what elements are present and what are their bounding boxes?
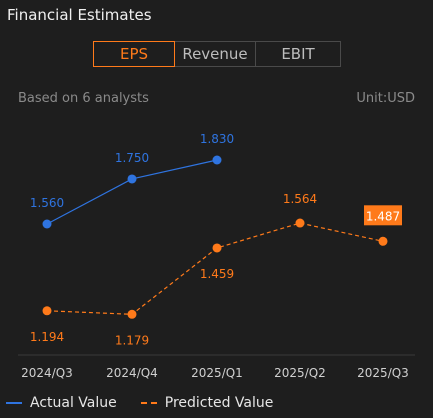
chart-legend: Actual Value Predicted Value	[0, 392, 273, 414]
tab-eps[interactable]: EPS	[93, 41, 175, 67]
x-tick-label: 2024/Q3	[21, 366, 73, 380]
data-label: 1.564	[283, 192, 317, 206]
data-label: 1.560	[30, 196, 64, 210]
predicted-point	[212, 243, 222, 253]
legend-actual-swatch	[6, 402, 22, 404]
legend-actual: Actual Value	[0, 395, 117, 411]
actual-point	[212, 155, 222, 165]
tab-ebit[interactable]: EBIT	[255, 41, 341, 67]
data-label: 1.179	[115, 333, 149, 347]
predicted-point	[378, 236, 388, 246]
data-label: 1.750	[115, 151, 149, 165]
legend-actual-label: Actual Value	[30, 395, 117, 411]
predicted-point	[295, 218, 305, 228]
predicted-point	[127, 309, 137, 319]
x-tick-label: 2025/Q2	[274, 366, 326, 380]
data-label: 1.194	[30, 330, 64, 344]
actual-point	[127, 174, 137, 184]
data-label: 1.459	[200, 267, 234, 281]
predicted-point	[42, 306, 52, 316]
metric-tabs: EPS Revenue EBIT	[93, 41, 341, 67]
analyst-count: Based on 6 analysts	[18, 91, 149, 106]
data-label: 1.830	[200, 132, 234, 146]
legend-predicted: Predicted Value	[117, 395, 274, 411]
legend-predicted-label: Predicted Value	[164, 395, 274, 411]
x-tick-label: 2025/Q1	[191, 366, 243, 380]
page-title: Financial Estimates	[7, 6, 152, 24]
x-tick-label: 2025/Q3	[357, 366, 409, 380]
unit-label: Unit:USD	[356, 91, 415, 106]
x-tick-label: 2024/Q4	[106, 366, 158, 380]
legend-predicted-swatch	[140, 402, 157, 404]
eps-chart: 2024/Q3 2024/Q4 2025/Q1 2025/Q2 2025/Q3 1.560…	[18, 132, 415, 380]
highlight-label-box	[364, 205, 402, 226]
actual-point	[42, 219, 52, 229]
data-label: 1.487	[366, 209, 400, 223]
actual-series-line	[46, 159, 218, 225]
